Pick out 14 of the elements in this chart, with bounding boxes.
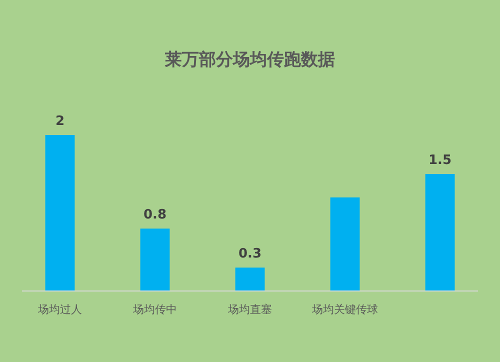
data-label: 0.8 xyxy=(143,208,167,223)
x-tick-label: 场均过人 xyxy=(36,303,82,316)
bar xyxy=(140,228,170,291)
bar xyxy=(235,268,265,291)
chart-title: 莱万部分场均传跑数据 xyxy=(164,50,335,70)
x-tick-label: 场均传中 xyxy=(132,303,177,316)
x-tick-label: 场均直塞 xyxy=(227,303,272,316)
x-tick-label: 场均关键传球 xyxy=(311,303,378,316)
data-label: 0.3 xyxy=(238,246,262,262)
bar xyxy=(425,174,455,291)
data-label: 1.5 xyxy=(428,153,452,168)
bar xyxy=(45,135,75,291)
bar xyxy=(330,197,360,291)
data-label: 2 xyxy=(55,114,65,129)
